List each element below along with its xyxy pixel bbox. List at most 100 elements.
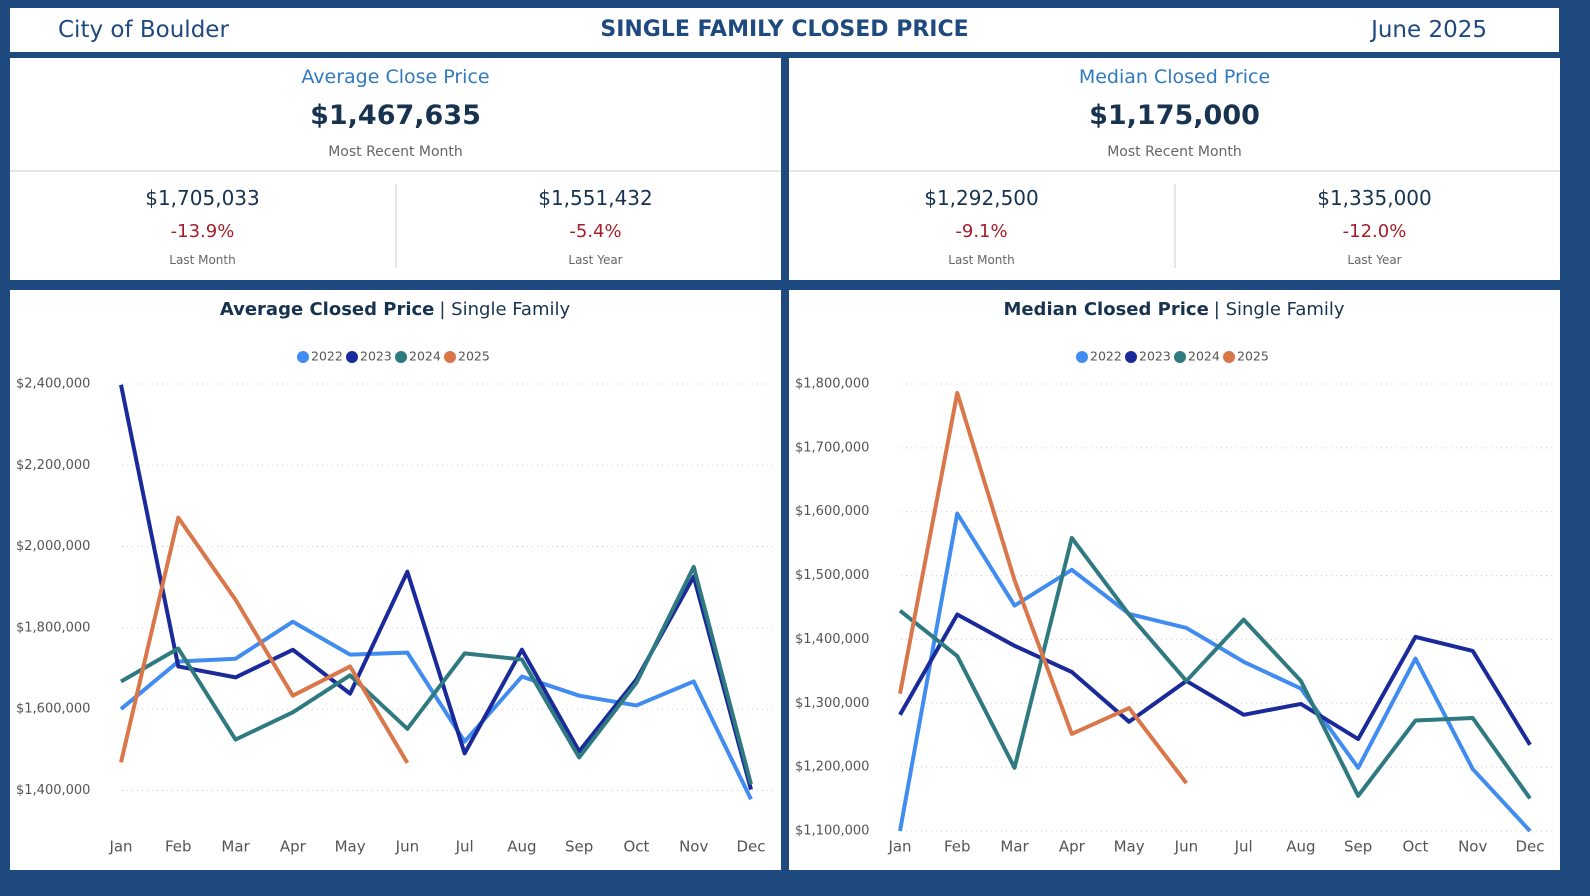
legend-swatch [1125,351,1137,363]
kpi-value: $1,467,635 [310,100,481,131]
y-tick-label: $2,000,000 [16,539,90,554]
title-main: Average Closed Price [220,299,435,320]
y-tick-label: $1,600,000 [795,504,869,519]
x-tick-label: Jul [455,838,474,856]
x-tick-label: Sep [565,838,593,856]
series-line [120,564,753,785]
y-tick-label: $1,500,000 [795,568,869,583]
comparison: $1,335,000 -12.0% Last Year [1182,184,1567,268]
comparison: $1,292,500 -9.1% Last Month [789,184,1174,268]
y-tick-label: $1,800,000 [795,377,869,392]
divider [1174,184,1176,268]
x-tick-label: Mar [221,838,250,856]
x-tick-label: Nov [1458,838,1487,856]
comparison-caption: Last Month [948,253,1015,267]
divider [395,184,397,268]
page-title: SINGLE FAMILY CLOSED PRICE [600,17,969,42]
legend-swatch [395,351,407,363]
comparison-caption: Last Year [1347,253,1402,267]
comparison-value: $1,705,033 [145,186,260,210]
y-tick-label: $1,800,000 [16,620,90,635]
series-line [898,511,1532,833]
y-tick-label: $1,700,000 [795,440,869,455]
legend-swatch [444,351,456,363]
x-tick-label: May [1114,838,1145,856]
kpi-card: Average Close Price $1,467,635 Most Recent… [10,58,781,280]
x-tick-label: Apr [1059,838,1086,856]
series-line [898,390,1188,785]
series-line [898,612,1532,746]
series-line [119,619,753,801]
x-tick-label: Feb [944,838,971,856]
x-tick-label: Jun [1174,838,1198,856]
x-tick-label: Dec [736,838,765,856]
y-tick-label: $2,200,000 [16,458,90,473]
legend-label: 2023 [1139,349,1171,364]
legend-swatch [1076,351,1088,363]
x-tick-label: Oct [1402,838,1428,856]
comparison-value: $1,335,000 [1317,186,1432,210]
x-tick-label: Feb [165,838,192,856]
kpi-title: Average Close Price [301,66,490,88]
city: City of Boulder [58,17,229,43]
legend-label: 2024 [409,349,441,364]
kpi-title: Median Closed Price [1078,66,1271,88]
x-tick-label: Jun [395,838,419,856]
comparison: $1,551,432 -5.4% Last Year [403,184,788,268]
comparison-value: $1,551,432 [538,186,653,210]
title-main: Median Closed Price [1003,299,1208,320]
chart-title: Median Closed Price | Single Family [1003,299,1344,320]
x-tick-label: Jul [1234,838,1253,856]
period: June 2025 [1371,17,1487,43]
legend-label: 2025 [1237,349,1269,364]
comparison-change: -9.1% [955,221,1008,242]
chart: Average Closed Price | Single Family $1,40… [16,299,775,856]
x-tick-label: Jan [887,838,911,856]
comparison-caption: Last Year [568,253,623,267]
x-tick-label: Oct [623,838,649,856]
comparison-value: $1,292,500 [924,186,1039,210]
comparison: $1,705,033 -13.9% Last Month [10,184,395,268]
x-tick-label: Apr [280,838,307,856]
x-tick-label: Aug [507,838,536,856]
y-tick-label: $1,400,000 [795,632,869,647]
legend-swatch [1174,351,1186,363]
series-line [898,535,1532,800]
comparison-change: -13.9% [170,221,235,242]
y-tick-label: $1,300,000 [795,696,869,711]
legend-label: 2022 [311,349,343,364]
legend-label: 2025 [458,349,490,364]
chart: Median Closed Price | Single Family $1,100… [795,299,1554,856]
legend-label: 2023 [360,349,392,364]
kpi-card: Median Closed Price $1,175,000 Most Recent… [789,58,1560,280]
x-tick-label: Mar [1000,838,1029,856]
title-sub: | Single Family [1214,299,1345,320]
divider [10,170,781,172]
y-tick-label: $1,200,000 [795,760,869,775]
kpi-value: $1,175,000 [1089,100,1260,131]
comparison-change: -5.4% [569,221,622,242]
chart-card: Average Closed Price | Single Family $1,40… [10,290,781,870]
legend-swatch [1223,351,1235,363]
chart-card: Median Closed Price | Single Family $1,100… [789,290,1560,870]
legend-label: 2022 [1090,349,1122,364]
y-tick-label: $1,400,000 [16,783,90,798]
legend-label: 2024 [1188,349,1220,364]
y-tick-label: $1,600,000 [16,702,90,717]
x-tick-label: Sep [1344,838,1372,856]
legend-swatch [346,351,358,363]
kpi-caption: Most Recent Month [1107,144,1242,160]
x-tick-label: Nov [679,838,708,856]
chart-title: Average Closed Price | Single Family [220,299,571,320]
y-tick-label: $1,100,000 [795,824,869,839]
divider [789,170,1560,172]
x-tick-label: Jan [108,838,132,856]
x-tick-label: May [335,838,366,856]
comparison-caption: Last Month [169,253,236,267]
series-line [119,515,410,764]
legend-swatch [297,351,309,363]
kpi-caption: Most Recent Month [328,144,463,160]
x-tick-label: Dec [1515,838,1544,856]
x-tick-label: Aug [1286,838,1315,856]
